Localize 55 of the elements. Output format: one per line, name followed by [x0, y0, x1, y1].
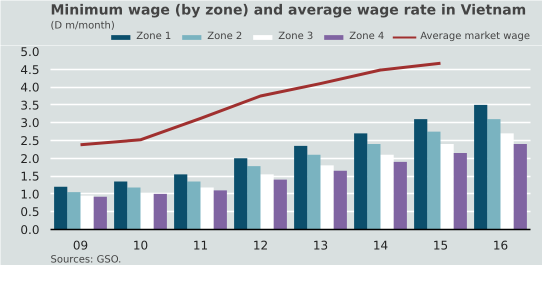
bar [94, 196, 107, 230]
x-tick-label: 10 [132, 238, 148, 252]
chart-subtitle: (D m/month) [50, 20, 115, 32]
bar [154, 194, 167, 230]
bar [414, 119, 428, 230]
y-tick-label: 3.5 [20, 98, 40, 112]
bar [67, 192, 80, 230]
y-tick-label: 2.5 [20, 134, 40, 148]
y-tick-label: 4.5 [20, 62, 40, 77]
bar [234, 158, 248, 230]
y-tick-label: 2.0 [20, 152, 40, 166]
x-tick-label: 14 [372, 238, 388, 252]
x-tick-label: 13 [312, 238, 328, 252]
bar [294, 146, 308, 230]
bar [454, 152, 467, 230]
bar [247, 166, 260, 230]
bar [200, 187, 214, 230]
bar [487, 119, 500, 230]
bar [187, 181, 200, 230]
bar [514, 144, 527, 230]
bar [307, 154, 320, 230]
bar [274, 180, 287, 230]
bar [354, 133, 368, 230]
bar [174, 174, 188, 230]
bar [320, 165, 334, 230]
bar [334, 170, 347, 230]
bar [214, 190, 227, 230]
x-tick-label: 15 [432, 238, 448, 252]
legend-label: Average market wage [420, 31, 530, 42]
y-tick-label: 0.0 [20, 223, 40, 237]
x-tick-label: 16 [492, 238, 508, 252]
source-note: Sources: GSO. [50, 254, 122, 266]
chart-title: Minimum wage (by zone) and average wage rate in Vietnam [50, 2, 526, 18]
bar [427, 132, 440, 230]
bar [474, 104, 488, 230]
x-tick-label: 09 [72, 238, 88, 252]
y-tick-label: 4.0 [20, 80, 40, 95]
legend-label: Zone 1 [136, 31, 172, 42]
bar [114, 181, 128, 230]
line-series [79, 62, 442, 146]
legend-label: Zone 3 [278, 31, 314, 42]
x-tick-label: 11 [192, 238, 208, 252]
bar [54, 186, 68, 230]
y-tick-label: 1.5 [20, 170, 40, 184]
y-tick-label: 5.0 [20, 45, 40, 59]
y-tick-label: 3.0 [20, 116, 40, 130]
legend-label: Zone 4 [349, 31, 384, 42]
bar [127, 187, 140, 230]
bar [367, 144, 380, 230]
legend-label: Zone 2 [207, 31, 242, 42]
bar [440, 144, 454, 230]
y-tick-label: 0.5 [20, 205, 40, 220]
y-tick-label: 1.0 [20, 187, 40, 202]
x-tick-label: 12 [252, 238, 268, 252]
bar [394, 162, 407, 230]
